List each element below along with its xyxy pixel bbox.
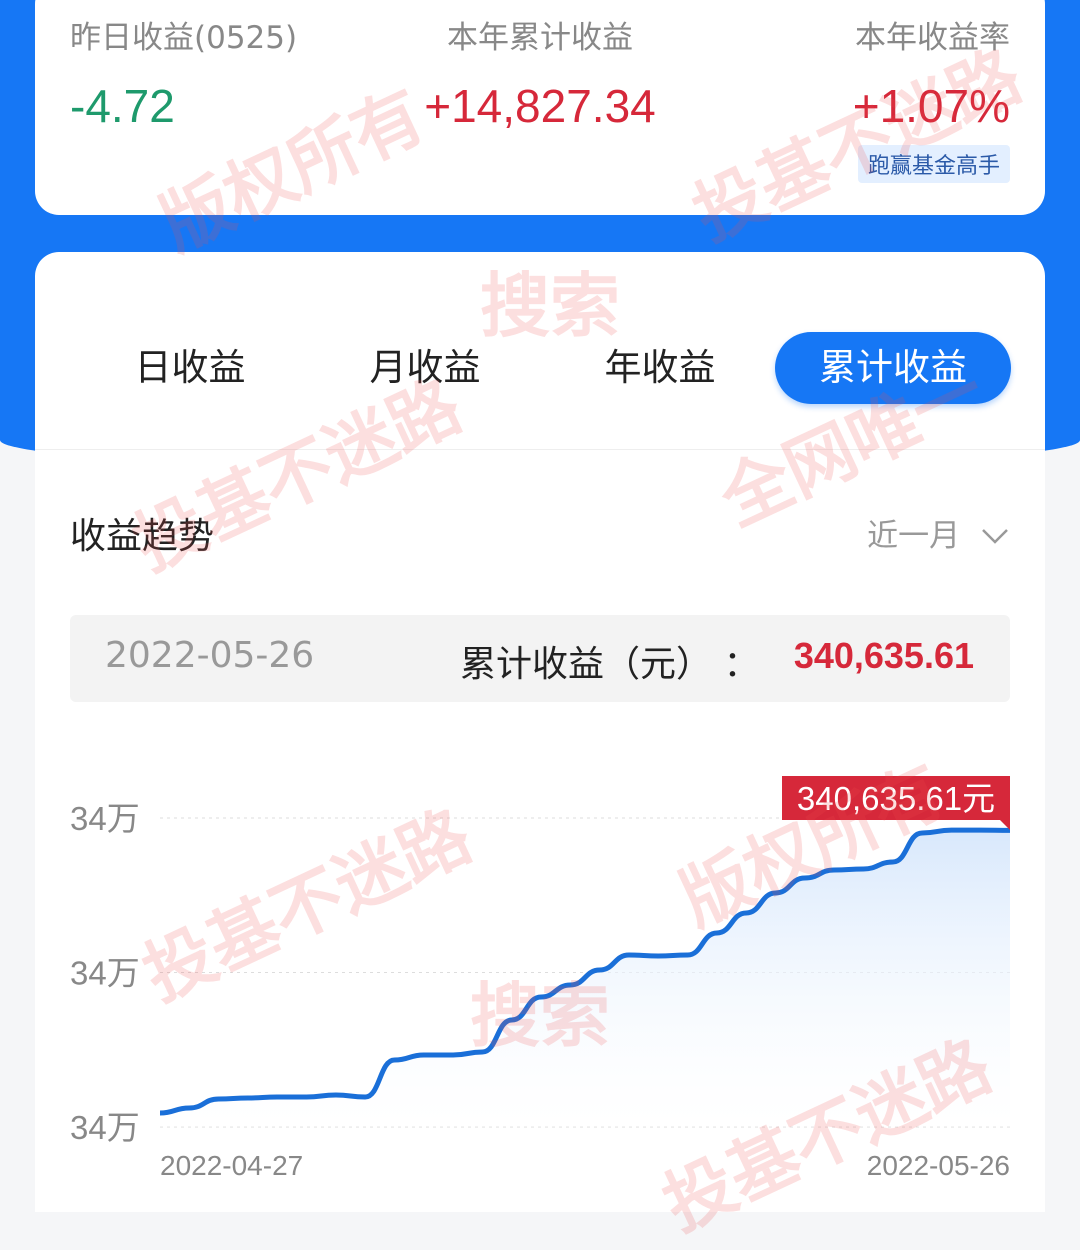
x-tick-label: 2022-05-26 xyxy=(867,1150,1010,1181)
x-tick-label: 2022-04-27 xyxy=(160,1150,303,1181)
range-label: 近一月 xyxy=(867,518,961,554)
last-value-label-bg xyxy=(782,776,1010,820)
selected-label-text: 累计收益（元） xyxy=(460,644,713,685)
divider xyxy=(35,449,1045,450)
selected-point-info: 2022-05-26 累计收益（元） ： 340,635.61 xyxy=(70,615,1010,702)
y-tick-label: 34万 xyxy=(70,955,140,992)
earnings-chart[interactable]: 34万 34万 34万 340,635.61元 2022-04-27 2022-05-26 xyxy=(0,760,1080,1197)
last-value-pointer xyxy=(1000,820,1010,830)
stat-label: 本年收益率 xyxy=(855,20,1010,56)
stat-value: -4.72 xyxy=(70,80,175,132)
last-value-label: 340,635.61元 xyxy=(797,780,995,817)
earnings-card: 日收益 月收益 年收益 累计收益 收益趋势 近一月 2022-05-26 累计收… xyxy=(35,252,1045,1212)
stat-label: 本年累计收益 xyxy=(447,20,633,56)
y-tick-label: 34万 xyxy=(70,800,140,837)
series-line xyxy=(159,827,1011,1116)
stat-year-rate: 本年收益率 +1.07% xyxy=(853,12,1010,133)
y-tick-label: 34万 xyxy=(70,1109,140,1146)
section-title: 收益趋势 xyxy=(70,516,215,557)
rank-badge: 跑赢基金高手 xyxy=(857,145,1010,183)
stat-label: 昨日收益(0525) xyxy=(70,20,298,56)
tab-cumulative[interactable]: 累计收益 xyxy=(775,332,1011,404)
selected-sep: ： xyxy=(723,644,760,685)
selected-date: 2022-05-26 xyxy=(105,635,315,676)
selected-value: 340,635.61 xyxy=(793,635,974,676)
chevron-down-icon xyxy=(982,529,1008,544)
tab-yearly[interactable]: 年收益 xyxy=(604,346,716,389)
range-dropdown[interactable]: 近一月 xyxy=(867,510,1010,555)
stat-value: +1.07% xyxy=(852,80,1010,132)
tab-monthly[interactable]: 月收益 xyxy=(369,346,481,389)
selected-label: 累计收益（元） ： xyxy=(460,635,759,687)
stat-year-total: 本年累计收益 +14,827.34 xyxy=(415,12,665,133)
stat-value: +14,827.34 xyxy=(424,80,656,132)
stat-yesterday: 昨日收益(0525) -4.72 xyxy=(70,12,297,133)
tab-daily[interactable]: 日收益 xyxy=(134,346,246,389)
summary-card: 昨日收益(0525) -4.72 本年累计收益 +14,827.34 本年收益率… xyxy=(35,0,1045,215)
